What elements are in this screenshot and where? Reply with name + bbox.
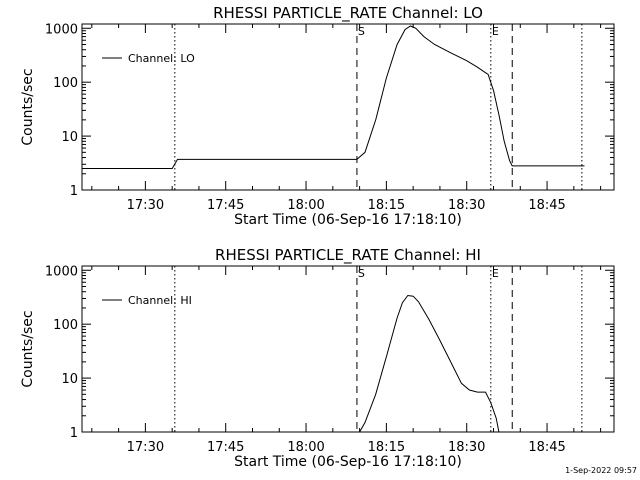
y-axis-label: Counts/sec — [20, 310, 36, 387]
panel-2: RHESSI PARTICLE_RATE Channel: HI 1 10 100 10… — [20, 246, 615, 470]
y-tick-label: 1 — [70, 426, 78, 441]
y-tick-label: 100 — [53, 318, 78, 333]
x-axis-label: Start Time (06-Sep-16 17:18:10) — [234, 212, 462, 228]
footer-timestamp: 1-Sep-2022 09:57 — [565, 466, 637, 475]
legend-label: Channel: HI — [128, 294, 192, 307]
x-tick-label: 18:30 — [448, 198, 485, 213]
plot-frame — [81, 23, 615, 191]
y-axis-label: Counts/sec — [20, 68, 36, 145]
end-marker-label: E — [492, 267, 499, 280]
y-tick-label: 1000 — [45, 22, 78, 37]
y-tick-label: 10 — [61, 372, 78, 387]
x-tick-label: 17:30 — [127, 198, 164, 213]
x-tick-label: 18:15 — [368, 440, 405, 455]
end-marker-label: E — [492, 25, 499, 38]
x-tick-label: 18:15 — [368, 198, 405, 213]
x-axis-label: Start Time (06-Sep-16 17:18:10) — [234, 454, 462, 470]
y-tick-label: 100 — [53, 76, 78, 91]
x-tick-label: 17:45 — [207, 198, 244, 213]
start-marker-label: S — [358, 25, 365, 38]
x-tick-label: 18:30 — [448, 440, 485, 455]
x-tick-label: 17:30 — [127, 440, 164, 455]
y-tick-label: 10 — [61, 130, 78, 145]
series-line — [359, 294, 500, 432]
x-tick-label: 18:00 — [287, 440, 324, 455]
panel-1: RHESSI PARTICLE_RATE Channel: LO 1 10 100 10… — [20, 4, 615, 228]
x-tick-label: 18:45 — [528, 440, 565, 455]
x-tick-label: 17:45 — [207, 440, 244, 455]
y-tick-label: 1000 — [45, 264, 78, 279]
chart-title: RHESSI PARTICLE_RATE Channel: HI — [215, 246, 481, 265]
y-tick-label: 1 — [70, 184, 78, 199]
x-tick-label: 18:00 — [287, 198, 324, 213]
x-tick-label: 18:45 — [528, 198, 565, 213]
series-line — [82, 25, 585, 169]
legend-label: Channel: LO — [128, 52, 195, 65]
plot-frame — [81, 265, 615, 433]
start-marker-label: S — [358, 267, 365, 280]
chart-title: RHESSI PARTICLE_RATE Channel: LO — [213, 4, 483, 23]
